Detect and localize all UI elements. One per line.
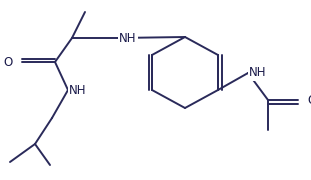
Text: NH: NH	[69, 84, 87, 96]
Text: NH: NH	[249, 66, 267, 80]
Text: O: O	[3, 55, 13, 69]
Text: O: O	[307, 93, 311, 107]
Text: NH: NH	[119, 31, 137, 44]
